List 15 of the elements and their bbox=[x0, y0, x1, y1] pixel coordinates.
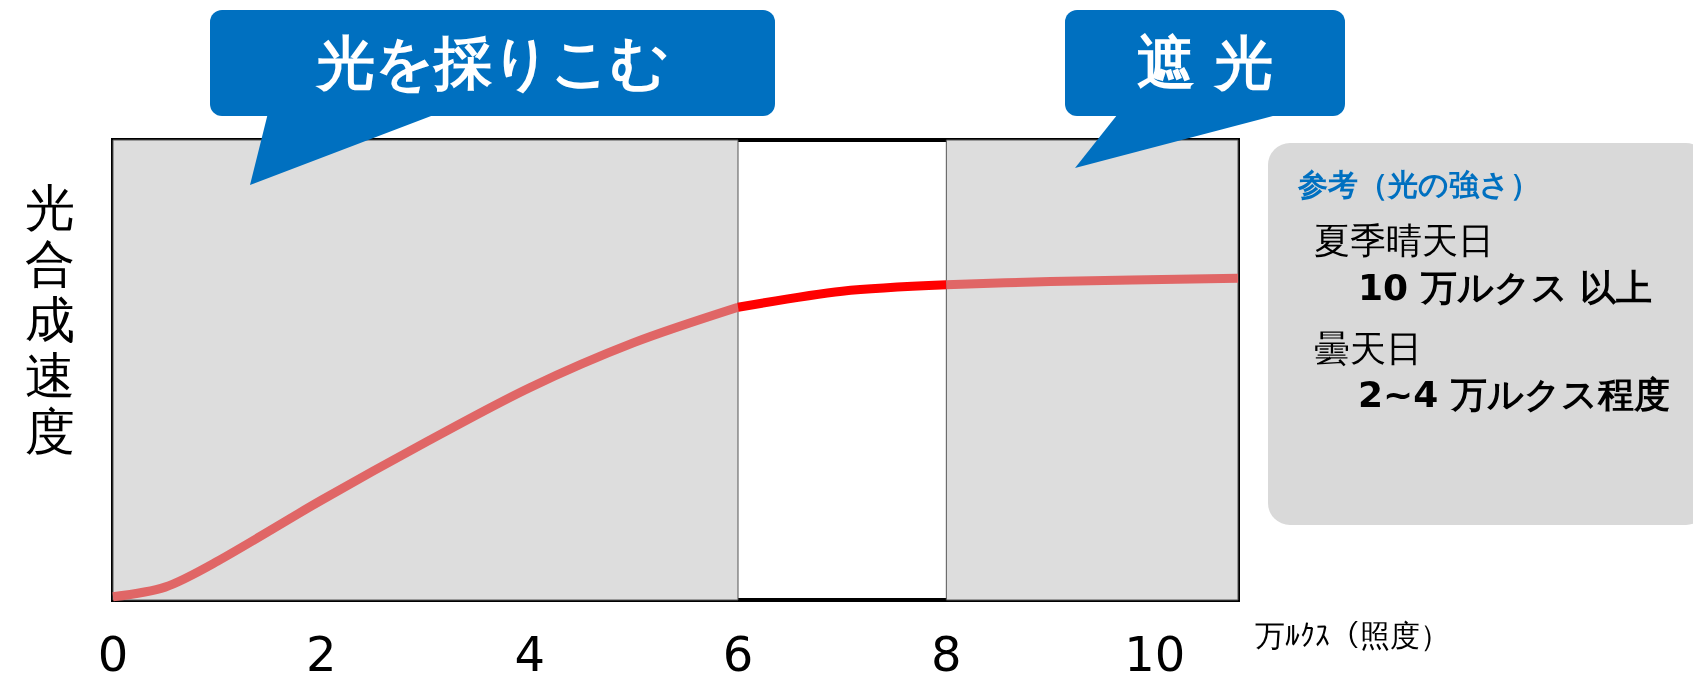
x-tick-label: 0 bbox=[97, 626, 129, 682]
text: 10 万ルクス 以上 bbox=[1357, 265, 1654, 310]
x-tick-label: 6 bbox=[722, 626, 754, 682]
x-axis-title: 万ﾙｸｽ（照度） bbox=[1255, 617, 1450, 653]
x-tick-label: 8 bbox=[931, 626, 962, 682]
x-tick-label: 10 bbox=[1124, 626, 1186, 682]
x-tick-label: 4 bbox=[514, 626, 545, 682]
band-label: 光を採りこむ bbox=[210, 10, 775, 116]
text: 夏季晴天日 bbox=[1313, 219, 1495, 263]
x-tick-label: 2 bbox=[306, 626, 337, 682]
text: 参考（光の強さ） bbox=[1298, 166, 1541, 204]
text: 2~4 万ルクス程度 bbox=[1357, 373, 1671, 418]
text: 曇天日 bbox=[1313, 326, 1423, 371]
y-axis-title: 光合成速度 bbox=[24, 179, 76, 461]
band-label: 遮 光 bbox=[1065, 10, 1345, 116]
